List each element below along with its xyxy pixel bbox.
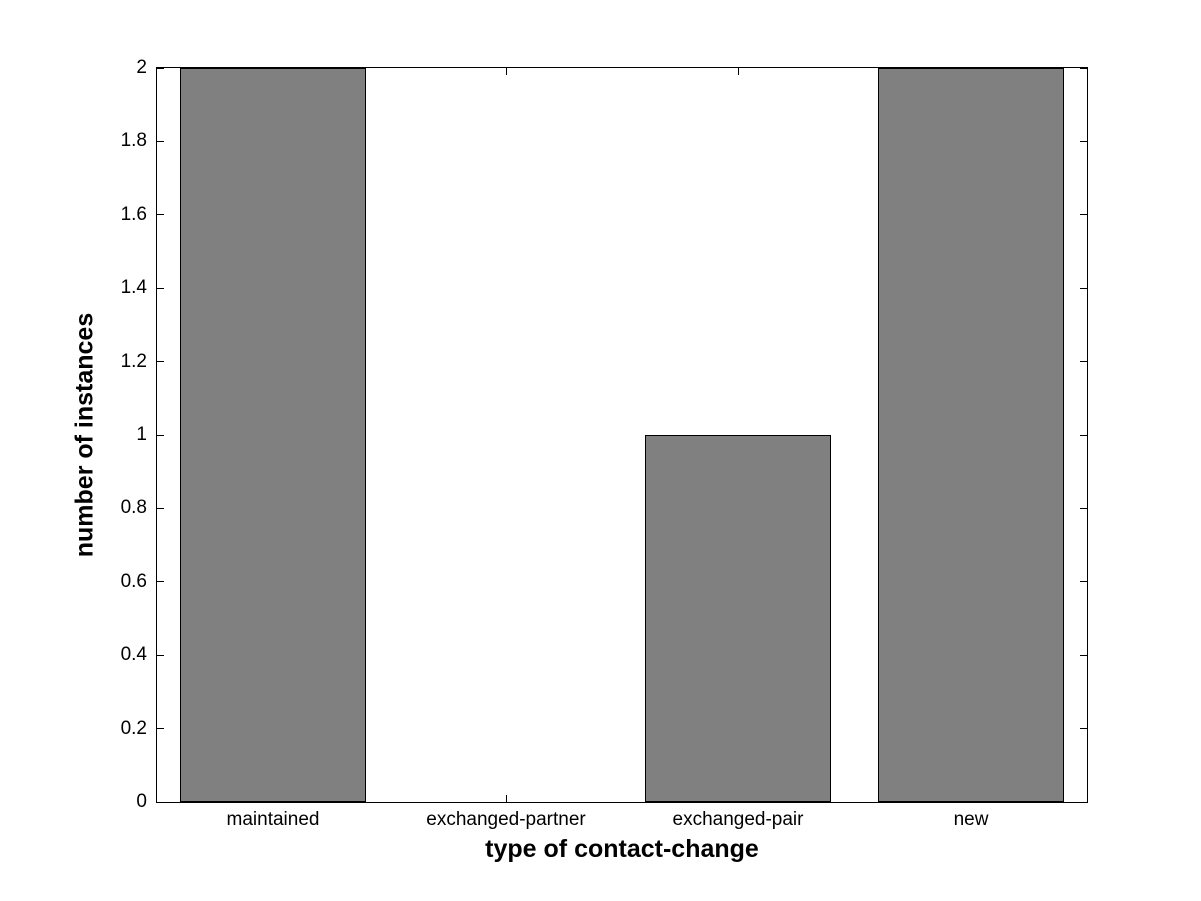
y-axis-label: number of instances	[70, 312, 99, 558]
y-tick-left	[157, 728, 164, 729]
y-tick-right	[1080, 728, 1087, 729]
y-tick-left	[157, 141, 164, 142]
y-tick-left	[157, 581, 164, 582]
x-tick-label: maintained	[226, 809, 320, 830]
y-tick-label: 1.8	[120, 130, 147, 152]
y-tick-left	[157, 435, 164, 436]
y-tick-left	[157, 214, 164, 215]
y-tick-label: 0.4	[120, 644, 147, 666]
y-tick-left	[157, 508, 164, 509]
bar-new	[878, 68, 1064, 802]
bar-maintained	[180, 68, 366, 802]
y-tick-left	[157, 68, 164, 69]
y-tick-left	[157, 361, 164, 362]
x-tick-bottom	[506, 795, 507, 802]
y-tick-label: 0.2	[120, 717, 147, 739]
x-tick-label: exchanged-pair	[672, 809, 804, 830]
y-tick-label: 1.2	[120, 350, 147, 372]
y-tick-label: 0.8	[120, 497, 147, 519]
y-tick-label: 0	[136, 791, 147, 812]
x-tick-label: exchanged-partner	[426, 809, 586, 830]
y-tick-right	[1080, 361, 1087, 362]
y-tick-left	[157, 802, 164, 803]
y-tick-right	[1080, 141, 1087, 142]
y-tick-right	[1080, 288, 1087, 289]
x-tick-top	[506, 68, 507, 75]
y-tick-right	[1080, 214, 1087, 215]
y-tick-right	[1080, 68, 1087, 69]
x-axis-label: type of contact-change	[485, 835, 759, 863]
plot-area	[156, 67, 1088, 803]
y-tick-right	[1080, 581, 1087, 582]
x-tick-top	[738, 68, 739, 75]
y-tick-right	[1080, 435, 1087, 436]
bar-exchanged-pair	[645, 435, 831, 802]
y-tick-right	[1080, 655, 1087, 656]
y-tick-label: 0.6	[120, 570, 147, 592]
x-tick-label: new	[953, 809, 989, 830]
y-tick-right	[1080, 802, 1087, 803]
y-tick-label: 2	[136, 57, 147, 78]
y-tick-right	[1080, 508, 1087, 509]
y-tick-left	[157, 655, 164, 656]
y-tick-label: 1	[136, 424, 147, 445]
y-tick-label: 1.6	[120, 203, 147, 225]
y-tick-left	[157, 288, 164, 289]
y-tick-label: 1.4	[120, 277, 147, 299]
